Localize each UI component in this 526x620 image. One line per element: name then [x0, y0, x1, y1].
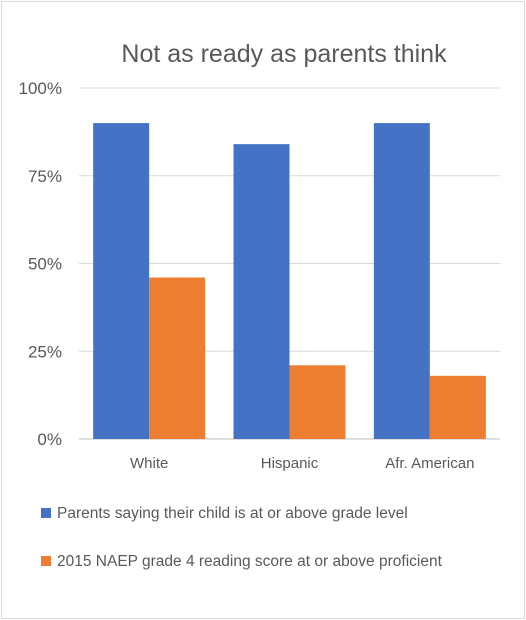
x-category-label: Hispanic [261, 455, 319, 472]
bar-naep-hispanic [289, 365, 346, 439]
legend-swatch [41, 508, 51, 518]
x-category-label: Afr. American [385, 455, 474, 472]
y-tick-label: 75% [28, 167, 62, 186]
bar-naep-afr-american [429, 375, 486, 439]
bar-parents-white [93, 123, 150, 439]
y-tick-label: 100% [19, 79, 62, 98]
y-tick-label: 0% [37, 430, 62, 449]
bar-naep-white [149, 277, 206, 439]
y-tick-label: 25% [28, 342, 62, 361]
legend-label: Parents saying their child is at or abov… [57, 505, 408, 522]
legend-label: 2015 NAEP grade 4 reading score at or ab… [57, 553, 443, 570]
legend-swatch [41, 556, 51, 566]
bars [93, 123, 486, 439]
x-axis-labels: White Hispanic Afr. American [130, 455, 474, 472]
x-category-label: White [130, 455, 168, 472]
bar-parents-afr-american [373, 123, 430, 439]
y-axis-ticks: 0% 25% 50% 75% 100% [19, 79, 62, 449]
legend: Parents saying their child is at or abov… [41, 505, 443, 570]
chart-title: Not as ready as parents think [121, 40, 447, 68]
y-tick-label: 50% [28, 255, 62, 274]
bar-parents-hispanic [233, 144, 290, 439]
